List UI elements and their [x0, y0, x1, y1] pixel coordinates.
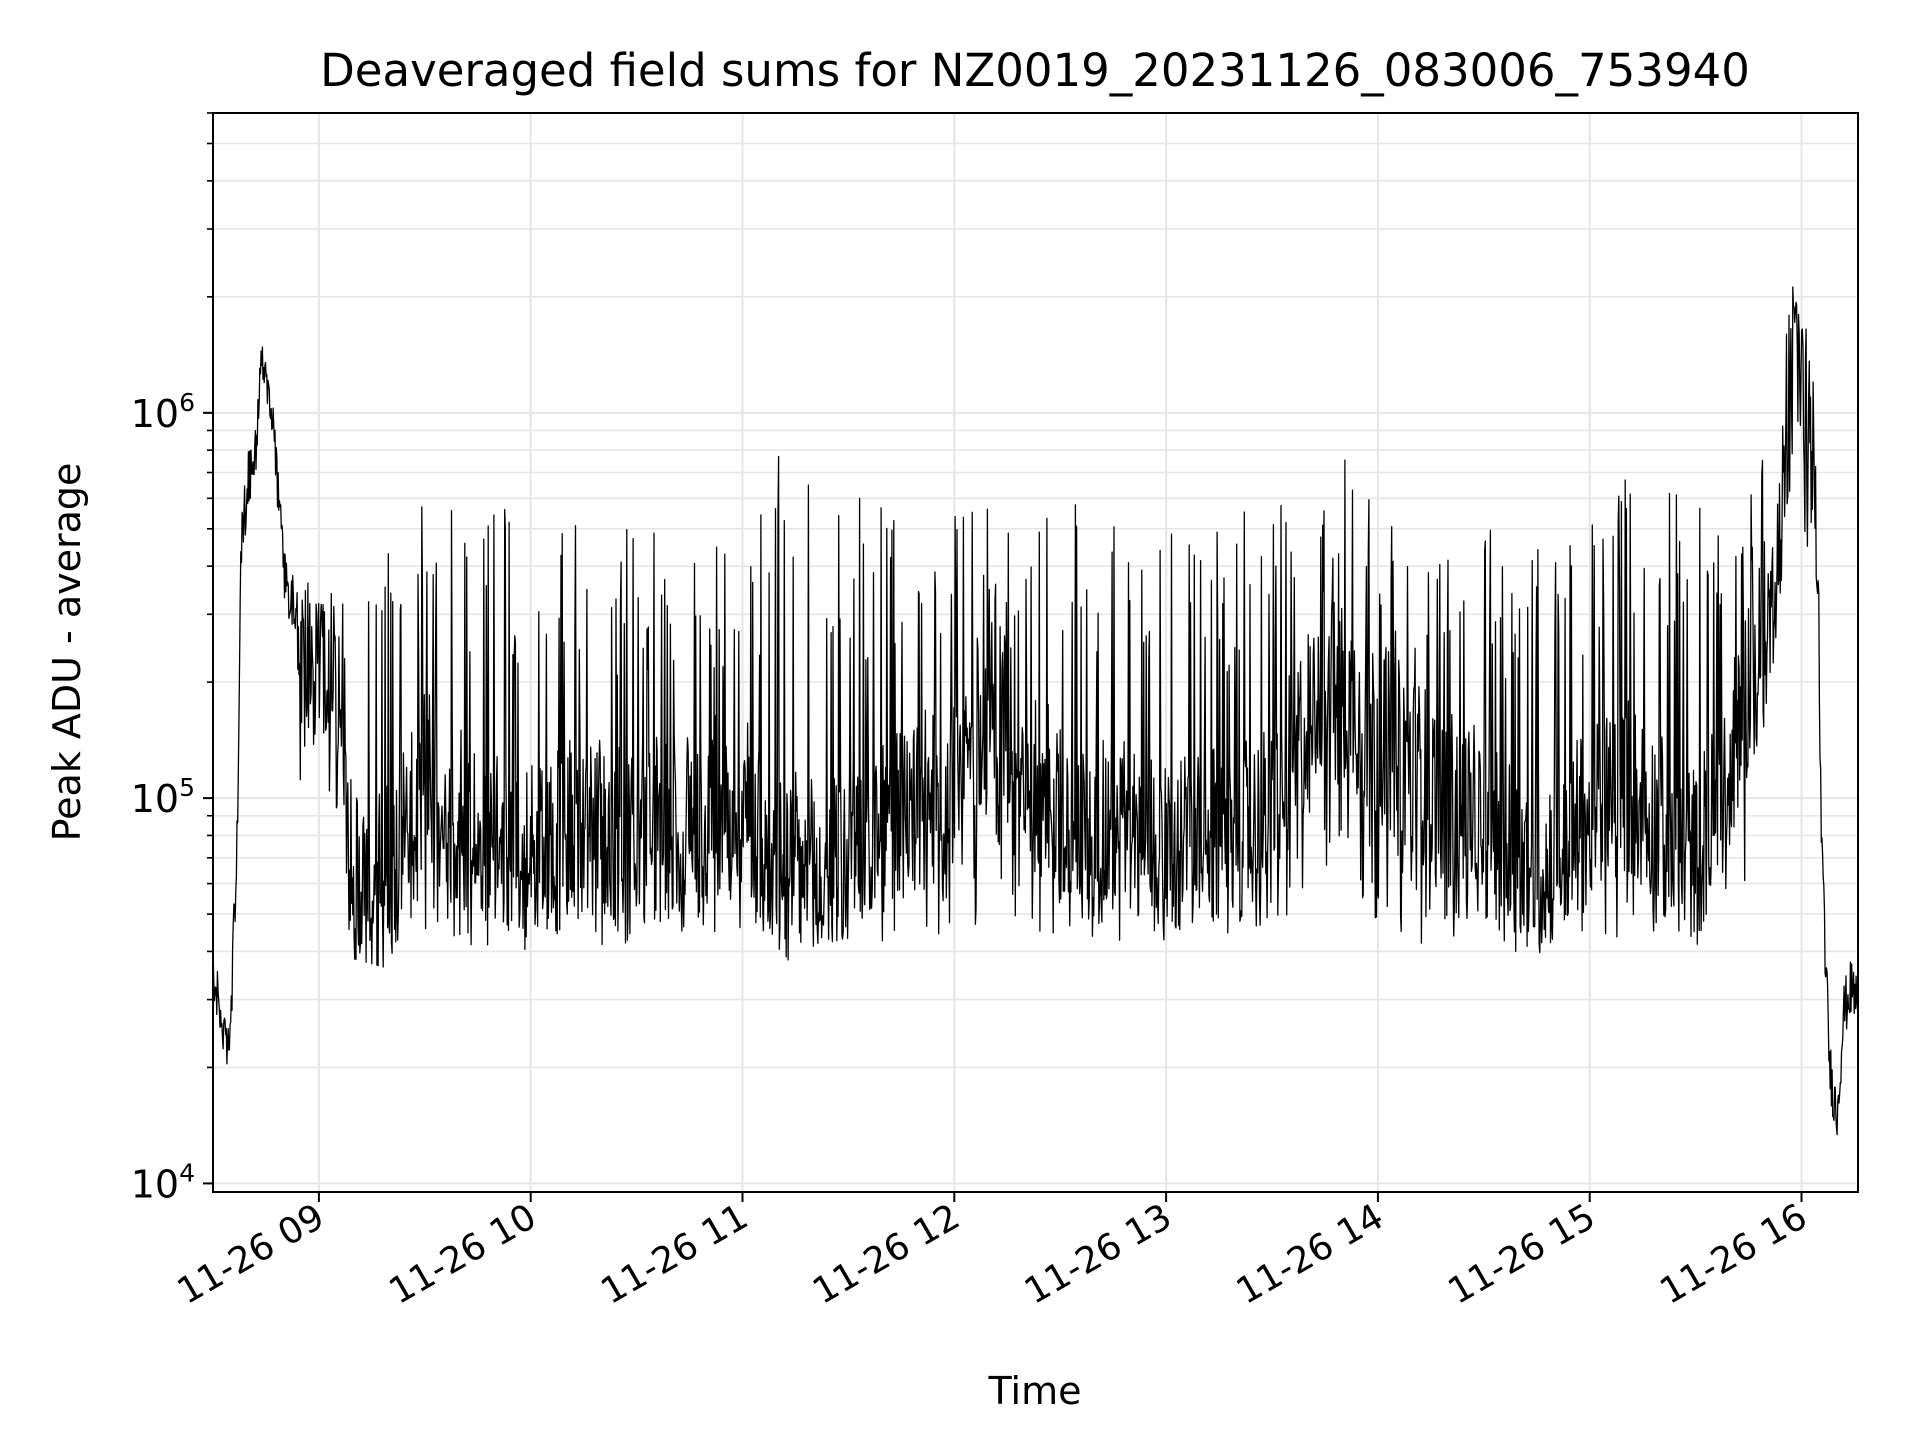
y-tick-label: 105	[131, 773, 195, 821]
plot-area-frame	[212, 112, 1859, 1193]
chart-title: Deaveraged field sums for NZ0019_2023112…	[320, 44, 1750, 97]
series-line-0	[212, 286, 1859, 1136]
y-axis-ticks: 104 105 106	[131, 112, 213, 1206]
y-axis-label: Peak ADU - average	[45, 463, 89, 842]
y-tick-label: 104	[131, 1158, 195, 1206]
y-tick-label: 106	[131, 388, 195, 436]
x-axis-label: Time	[988, 1369, 1082, 1413]
data-series	[212, 286, 1859, 1136]
